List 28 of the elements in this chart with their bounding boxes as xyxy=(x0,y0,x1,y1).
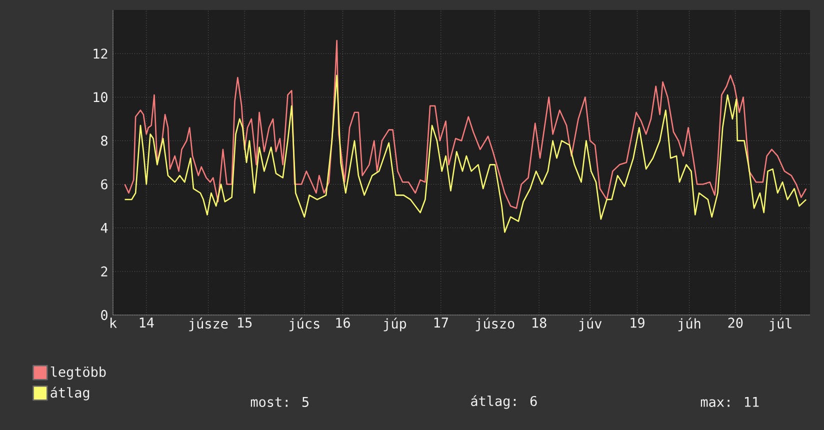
x-tick-label: júv xyxy=(579,318,602,332)
x-tick-label: 16 xyxy=(336,318,350,328)
y-tick-label: 4 xyxy=(100,222,108,233)
x-tick-label: 20 xyxy=(728,318,743,328)
legend-label: átlag xyxy=(50,386,90,400)
x-tick-label: júsze xyxy=(189,318,228,332)
y-tick-label: 10 xyxy=(94,92,108,102)
legend-label: legtöbb xyxy=(50,366,106,380)
x-tick-label: júszo xyxy=(476,318,514,332)
x-tick-label: júl xyxy=(770,318,792,332)
text: átlag: 6 xyxy=(471,395,537,409)
text: most: 5 xyxy=(250,396,308,407)
x-tick-label: 18 xyxy=(532,318,546,328)
x-tick-label: 19 xyxy=(630,318,644,328)
y-tick-label: 12 xyxy=(94,48,108,59)
x-tick-label: 14 xyxy=(140,318,154,328)
text: max: 11 xyxy=(700,396,759,407)
y-tick-label: 8 xyxy=(101,136,108,146)
y-tick-label: 6 xyxy=(101,179,108,190)
x-tick-label: 17 xyxy=(434,318,448,328)
x-tick-label: júcs xyxy=(289,318,320,332)
y-tick-label: 0 xyxy=(101,310,108,320)
line-series xyxy=(124,74,807,233)
x-tick-label: júh xyxy=(678,318,700,332)
y-tick-label: 2 xyxy=(101,266,108,276)
x-tick-label: k xyxy=(110,318,117,328)
x-tick-label: 15 xyxy=(238,318,252,328)
x-tick-label: júp xyxy=(384,318,406,332)
